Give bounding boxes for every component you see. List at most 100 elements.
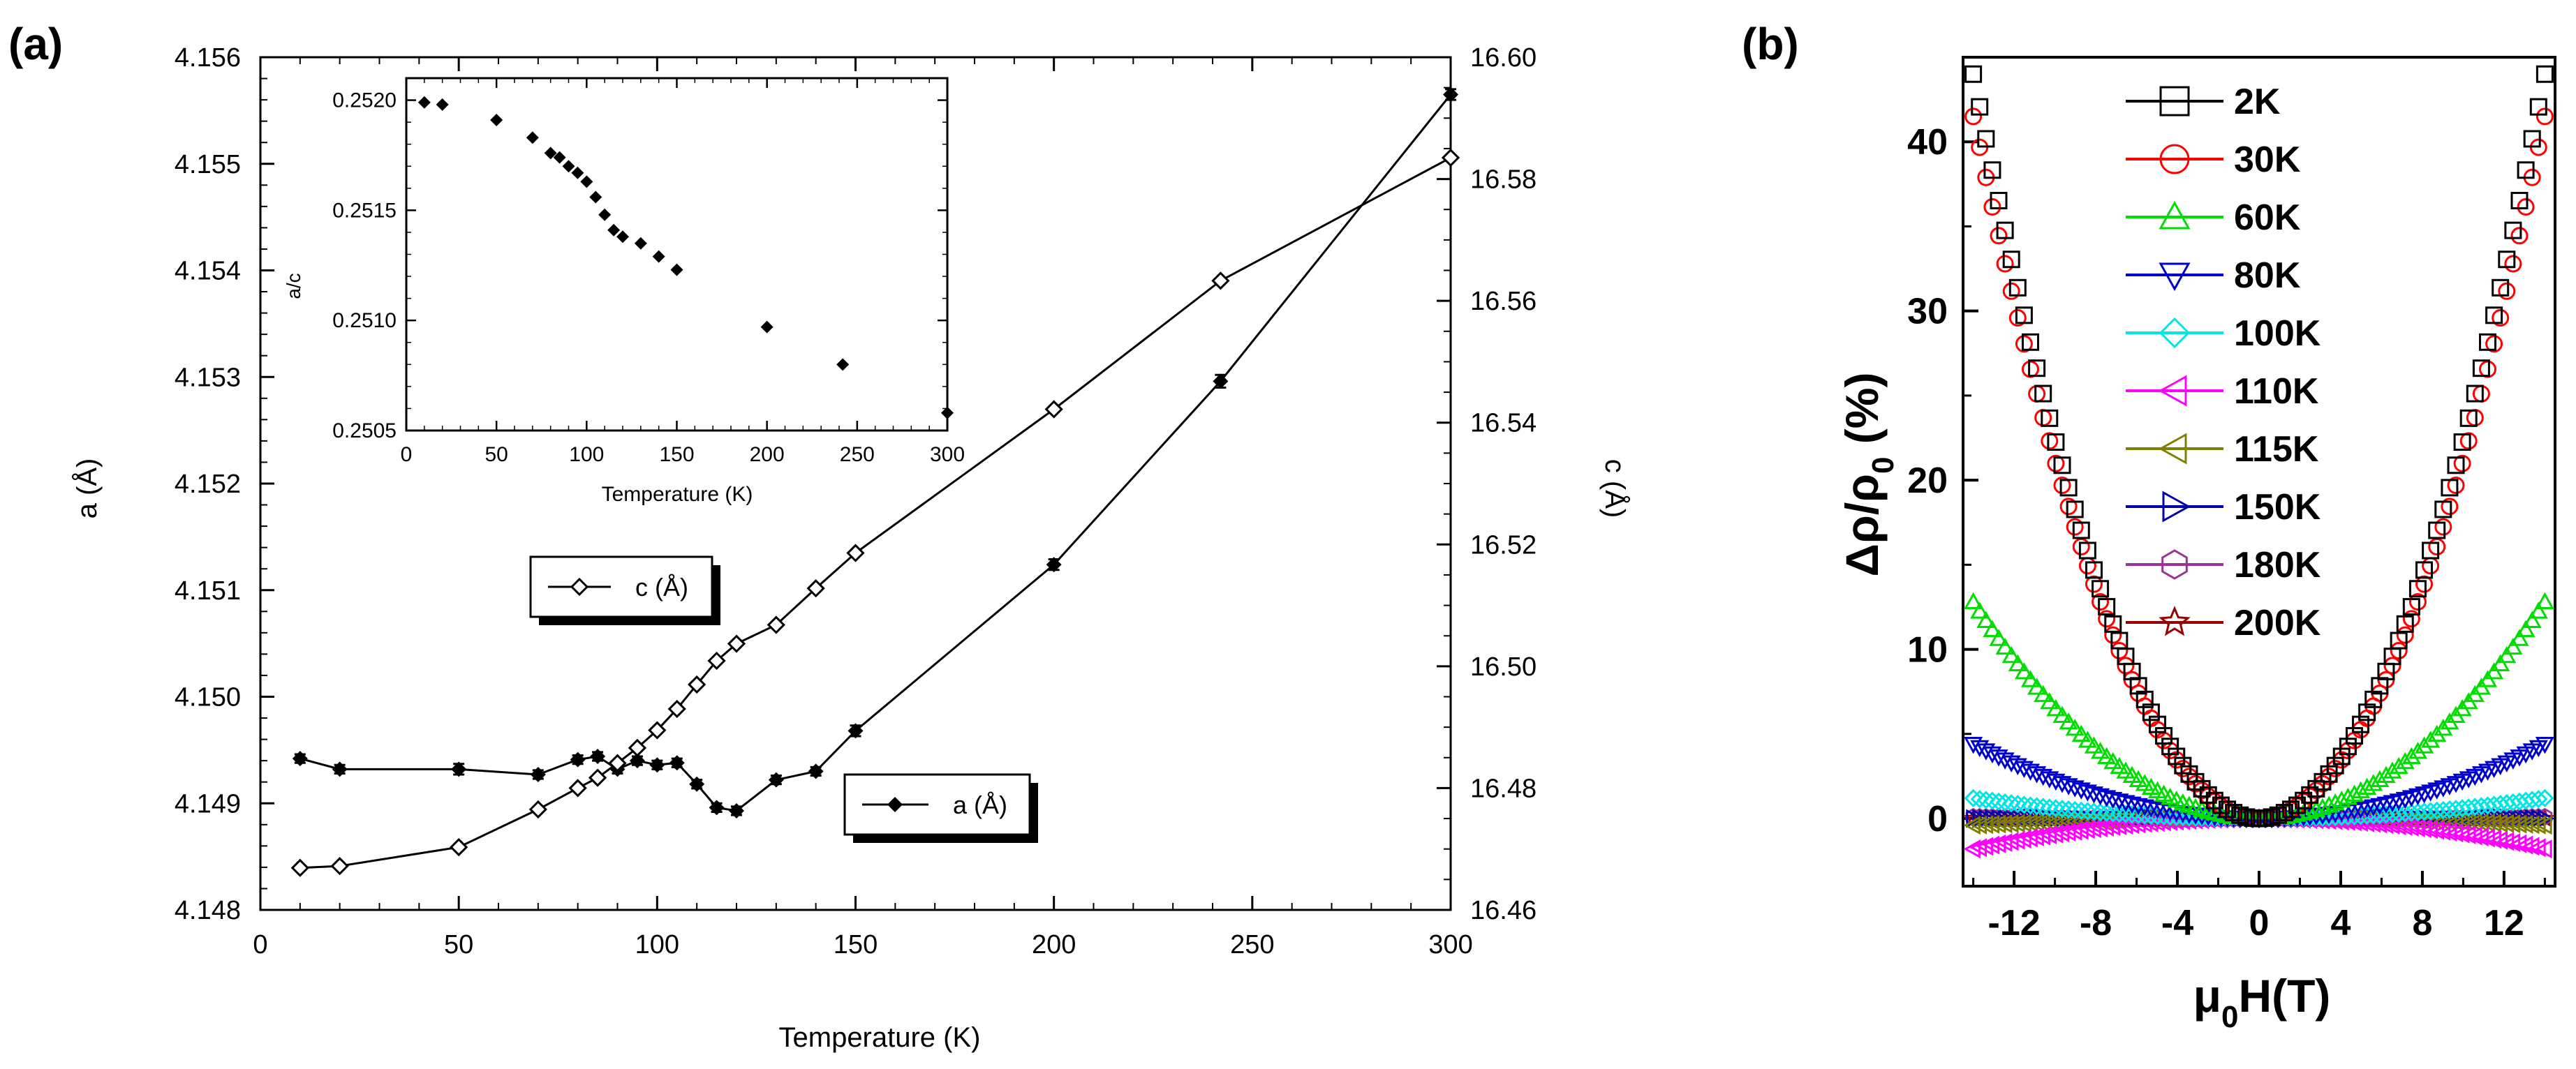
data-point-60K <box>2027 678 2047 695</box>
x-tick-label: 200 <box>1032 930 1076 959</box>
data-point-60K <box>2338 787 2357 805</box>
data-point-c <box>608 754 627 772</box>
data-point-2K <box>2441 479 2459 497</box>
data-point-a <box>332 761 348 777</box>
data-point-60K <box>2389 756 2408 775</box>
data-point-80K <box>2535 737 2554 754</box>
right-y-tick-label: 16.52 <box>1470 530 1537 560</box>
data-point-30K <box>1964 107 1983 126</box>
left-y-tick-label: 4.148 <box>175 896 241 925</box>
data-point-80K <box>2084 786 2104 804</box>
left-y-tick-label: 4.156 <box>175 43 241 73</box>
data-point-80K <box>1995 752 2015 770</box>
data-point-2K <box>2168 747 2186 765</box>
data-point-110K <box>2522 837 2540 856</box>
data-point-60K <box>2307 800 2326 817</box>
right-y-tick-label: 16.50 <box>1470 652 1537 682</box>
inset-x-tick-label: 250 <box>840 443 875 466</box>
data-point-30K <box>2396 626 2414 644</box>
inset-data-point <box>634 237 647 250</box>
data-point-c <box>767 615 785 634</box>
right-y-tick-label: 16.54 <box>1470 409 1537 438</box>
data-point-110K <box>2459 825 2476 845</box>
data-point-c <box>1211 271 1230 290</box>
data-point-30K <box>2078 557 2096 575</box>
right-y-tick-label: 16.48 <box>1470 774 1537 803</box>
data-point-a <box>292 751 308 767</box>
panel-b-x-axis-label: μ0H(T) <box>2193 970 2331 1034</box>
inset-y-tick-label: 0.2505 <box>332 419 397 442</box>
data-point-2K <box>1996 221 2014 239</box>
data-point-2K <box>2028 359 2046 377</box>
data-point-30K <box>2453 454 2471 472</box>
data-point-30K <box>2402 610 2420 628</box>
data-point-110K <box>2020 828 2038 848</box>
data-point-a <box>1213 373 1229 389</box>
data-point-110K <box>2503 832 2521 853</box>
data-point-60K <box>2110 756 2129 775</box>
data-point-80K <box>2129 798 2148 816</box>
inset-y-tick-label: 0.2515 <box>332 199 397 222</box>
inset-x-tick-label: 100 <box>569 443 604 466</box>
data-point-2K <box>2529 98 2547 116</box>
data-point-60K <box>2001 645 2021 664</box>
b-x-tick-label: 8 <box>2412 903 2432 943</box>
inset-x-tick-label: 50 <box>484 443 508 466</box>
data-point-2K <box>2345 726 2363 745</box>
data-point-a <box>649 757 665 773</box>
legend-label-2K: 2K <box>2234 82 2281 122</box>
b-y-tick-label: 20 <box>1907 461 1948 501</box>
left-y-tick-label: 4.152 <box>175 470 241 499</box>
data-point-100K <box>1983 791 2002 810</box>
data-point-c <box>727 634 746 653</box>
data-point-30K <box>2110 642 2129 660</box>
x-tick-label: 150 <box>834 930 878 959</box>
data-point-60K <box>2071 724 2091 742</box>
data-point-2K <box>2092 580 2110 598</box>
data-point-60K <box>2376 765 2396 784</box>
data-point-2K <box>2225 804 2243 822</box>
data-point-a <box>590 749 606 765</box>
inset-chart: 0 50 100 150 200 250 300 0.2505 0.2510 0.2515 0.25… <box>283 77 965 506</box>
data-point-110K <box>1963 839 1981 859</box>
data-point-2K <box>2523 130 2541 148</box>
data-point-30K <box>2008 309 2027 327</box>
data-point-30K <box>2492 309 2510 327</box>
data-point-2K <box>2053 456 2071 474</box>
data-point-80K <box>2103 791 2123 809</box>
data-point-30K <box>2536 107 2554 126</box>
data-point-110K <box>2027 827 2044 846</box>
left-y-tick-label: 4.150 <box>175 683 241 712</box>
data-point-2K <box>1983 161 2001 179</box>
data-point-c <box>846 544 865 562</box>
data-point-30K <box>2085 575 2103 593</box>
data-point-2K <box>2390 631 2408 650</box>
data-point-30K <box>2504 255 2522 273</box>
data-point-80K <box>2059 778 2078 795</box>
data-point-30K <box>2092 592 2110 611</box>
data-point-60K <box>1995 637 2015 655</box>
data-point-60K <box>2046 699 2066 717</box>
legend-label-200K: 200K <box>2234 603 2321 643</box>
legend-a-marker <box>887 797 903 812</box>
data-point-2K <box>2402 598 2420 616</box>
data-point-60K <box>1970 601 1990 619</box>
data-point-2K <box>2015 306 2033 324</box>
legend-marker-200K <box>2159 606 2191 636</box>
data-point-30K <box>1983 198 2001 216</box>
data-point-80K <box>2091 788 2110 806</box>
data-point-2K <box>2408 580 2427 598</box>
data-point-2K <box>2422 541 2440 560</box>
data-point-100K <box>1989 792 2008 811</box>
data-point-80K <box>2065 780 2085 798</box>
data-point-2K <box>2135 690 2154 708</box>
data-point-2K <box>2536 65 2554 83</box>
legend-a: a (Å) <box>843 773 1038 843</box>
data-point-110K <box>2039 825 2057 845</box>
right-y-tick-label: 16.56 <box>1470 287 1537 316</box>
data-point-2K <box>2472 359 2490 377</box>
data-point-80K <box>2020 763 2041 781</box>
data-point-80K <box>2141 800 2161 818</box>
data-point-110K <box>1982 835 2000 855</box>
data-point-80K <box>1989 749 2008 767</box>
